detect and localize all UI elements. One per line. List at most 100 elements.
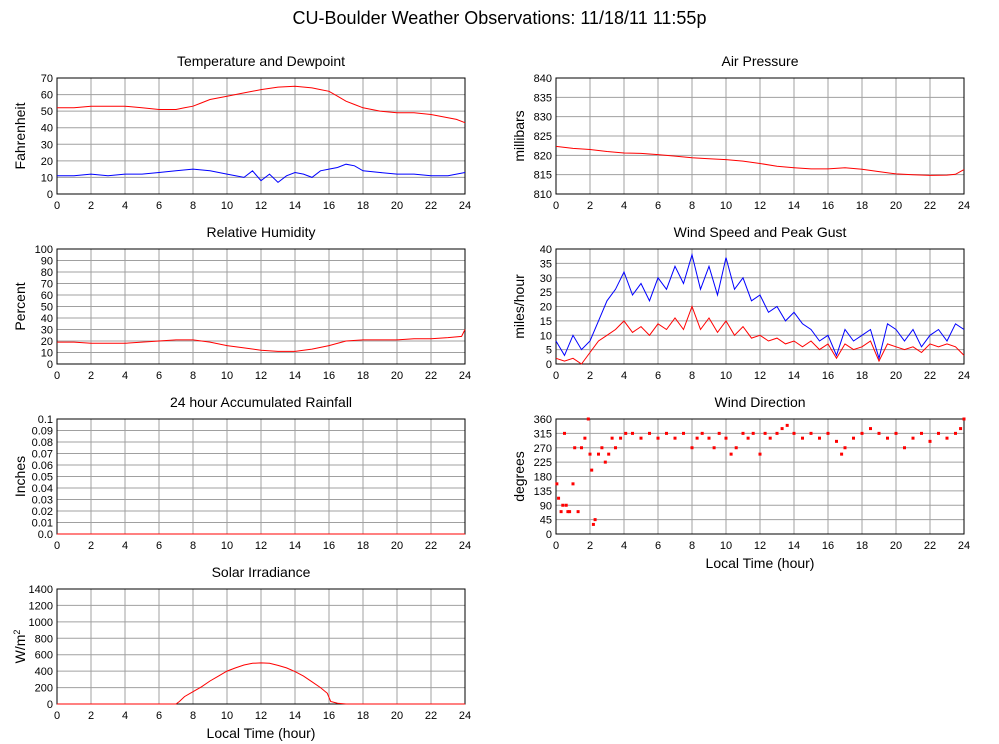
rainfall-y-tick-label: 0.03 — [32, 495, 53, 507]
pressure-x-tick-label: 8 — [689, 200, 695, 212]
direction-point — [903, 446, 906, 450]
pressure-plot-frame — [555, 77, 965, 195]
rainfall-chart-title: 24 hour Accumulated Rainfall — [170, 394, 352, 410]
wind-y-tick-label: 25 — [540, 287, 552, 299]
direction-x-tick-label: 8 — [689, 540, 695, 552]
solar-x-tick-label: 10 — [221, 710, 233, 722]
temp-x-tick-label: 24 — [459, 200, 471, 212]
direction-point — [591, 522, 595, 526]
direction-point — [624, 431, 628, 435]
rainfall-x-tick-label: 22 — [425, 540, 437, 552]
direction-y-tick-label: 180 — [534, 472, 552, 484]
humidity-y-tick-label: 40 — [41, 313, 53, 325]
direction-point — [763, 431, 767, 435]
humidity-x-tick-label: 16 — [323, 370, 335, 382]
direction-point — [695, 436, 699, 440]
direction-point — [945, 436, 949, 440]
direction-y-tick-label: 0 — [546, 529, 552, 541]
direction-point — [959, 427, 963, 431]
humidity-y-tick-label: 0 — [47, 359, 53, 371]
direction-x-tick-label: 12 — [754, 540, 766, 552]
direction-plot-frame — [555, 418, 965, 535]
pressure-x-tick-label: 16 — [822, 200, 834, 212]
humidity-x-tick-label: 20 — [391, 370, 403, 382]
temp-x-tick-label: 4 — [122, 200, 128, 212]
direction-point — [818, 436, 821, 440]
rainfall-y-axis-label: Inches — [12, 456, 28, 497]
humidity-y-tick-label: 60 — [41, 290, 53, 302]
direction-point — [840, 452, 844, 456]
direction-point — [707, 436, 711, 440]
solar-x-tick-label: 22 — [425, 710, 437, 722]
direction-x-tick-label: 24 — [958, 540, 970, 552]
humidity-chart-title: Relative Humidity — [207, 224, 316, 240]
humidity-x-tick-label: 18 — [357, 370, 369, 382]
solar-x-tick-label: 8 — [190, 710, 196, 722]
temp-x-tick-label: 0 — [54, 200, 60, 212]
solar-x-tick-label: 4 — [122, 710, 128, 722]
wind-y-tick-label: 30 — [540, 273, 552, 285]
temp-plot-frame — [56, 77, 466, 195]
temp-y-tick-label: 60 — [41, 90, 53, 102]
rainfall-y-tick-label: 0.08 — [32, 437, 53, 449]
wind-x-tick-label: 14 — [788, 370, 800, 382]
rainfall-x-tick-label: 6 — [156, 540, 162, 552]
direction-point — [656, 436, 660, 440]
wind-x-tick-label: 8 — [689, 370, 695, 382]
direction-x-tick-label: 2 — [587, 540, 593, 552]
rainfall-y-tick-label: 0.01 — [32, 518, 53, 530]
rainfall-x-tick-label: 4 — [122, 540, 128, 552]
direction-point — [962, 417, 966, 421]
direction-y-tick-label: 360 — [534, 414, 552, 426]
direction-point — [603, 460, 607, 464]
wind-x-tick-label: 24 — [958, 370, 970, 382]
direction-point — [792, 431, 796, 435]
pressure-y-tick-label: 810 — [534, 189, 552, 201]
direction-point — [593, 518, 597, 522]
direction-point — [619, 436, 623, 440]
direction-x-tick-label: 22 — [924, 540, 936, 552]
wind-x-tick-label: 10 — [720, 370, 732, 382]
direction-x-tick-label: 18 — [856, 540, 868, 552]
temp-x-tick-label: 18 — [357, 200, 369, 212]
direction-x-tick-label: 14 — [788, 540, 800, 552]
temp-y-tick-label: 10 — [41, 172, 53, 184]
wind-x-tick-label: 18 — [856, 370, 868, 382]
humidity-x-tick-label: 10 — [221, 370, 233, 382]
direction-point — [610, 436, 614, 440]
direction-point — [928, 439, 932, 443]
direction-point — [673, 436, 677, 440]
pressure-x-tick-label: 20 — [890, 200, 902, 212]
wind-x-tick-label: 20 — [890, 370, 902, 382]
solar-x-tick-label: 2 — [88, 710, 94, 722]
rainfall-x-tick-label: 18 — [357, 540, 369, 552]
temp-x-tick-label: 8 — [190, 200, 196, 212]
solar-x-tick-label: 0 — [54, 710, 60, 722]
humidity-y-tick-label: 20 — [41, 336, 53, 348]
direction-point — [809, 431, 813, 435]
temp-y-tick-label: 20 — [41, 156, 53, 168]
pressure-x-tick-label: 0 — [553, 200, 559, 212]
direction-point — [801, 436, 804, 440]
direction-point — [758, 452, 762, 456]
humidity-x-tick-label: 8 — [190, 370, 196, 382]
wind-x-tick-label: 0 — [553, 370, 559, 382]
solar-y-tick-label: 1000 — [29, 617, 53, 629]
solar-y-tick-label: 400 — [35, 666, 53, 678]
direction-point — [886, 436, 889, 440]
temp-chart-title: Temperature and Dewpoint — [177, 53, 345, 69]
direction-point — [586, 417, 590, 421]
direction-point — [751, 431, 755, 435]
humidity-x-tick-label: 6 — [156, 370, 162, 382]
direction-point — [894, 431, 898, 435]
pressure-x-tick-label: 24 — [958, 200, 970, 212]
direction-point — [583, 436, 587, 440]
pressure-y-axis-label: millibars — [511, 110, 527, 161]
direction-point — [729, 452, 733, 456]
pressure-x-tick-label: 18 — [856, 200, 868, 212]
direction-point — [920, 431, 923, 435]
direction-y-tick-label: 90 — [540, 500, 552, 512]
rainfall-x-tick-label: 14 — [289, 540, 301, 552]
humidity-plot-frame — [56, 248, 466, 365]
